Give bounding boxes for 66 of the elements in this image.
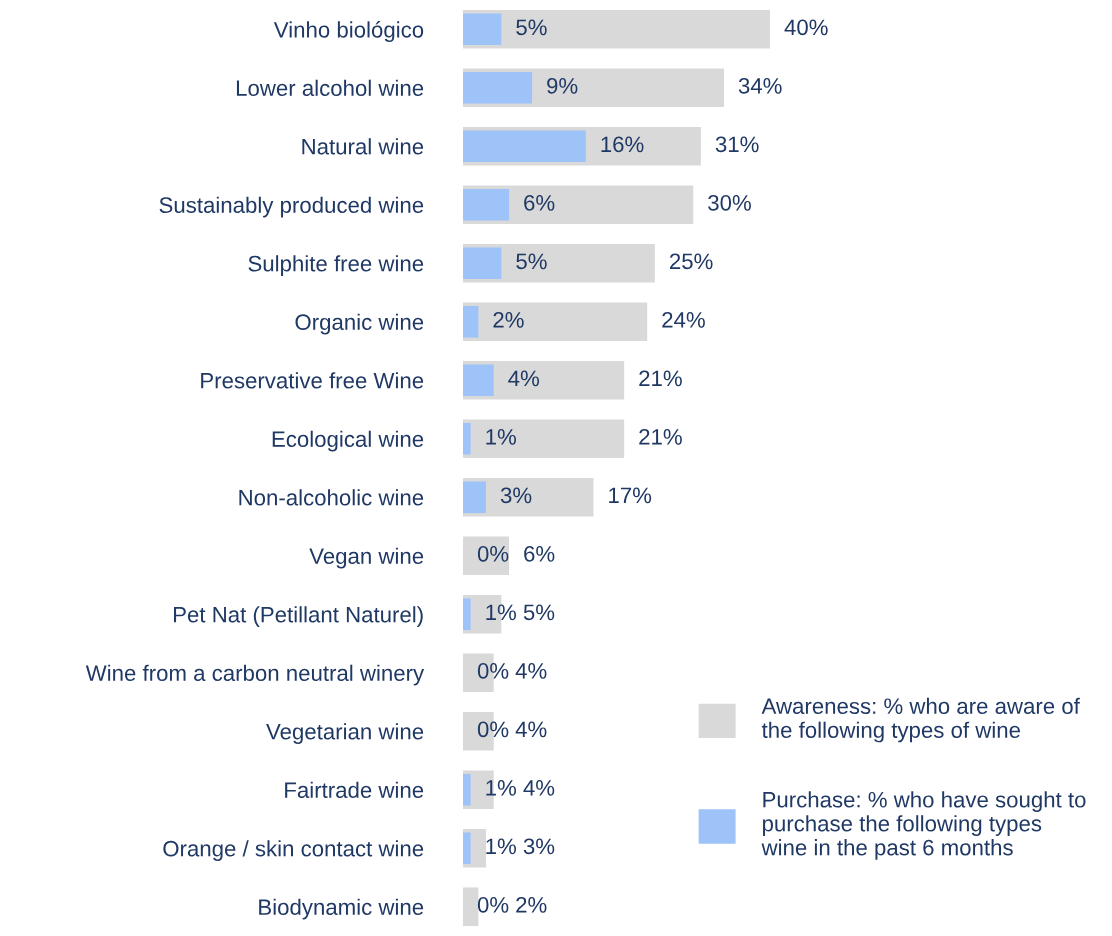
y-tick-label: Lower alcohol wine bbox=[236, 79, 424, 97]
data-label: 4% bbox=[523, 780, 555, 796]
data-label: 30% bbox=[708, 194, 751, 211]
data-label: 1% bbox=[486, 780, 516, 796]
bar bbox=[463, 302, 648, 342]
data-label: 40% bbox=[784, 19, 828, 36]
y-tick-label: Vegan wine bbox=[309, 547, 424, 569]
y-tick-label: Preservative free Wine bbox=[201, 372, 424, 389]
bar bbox=[463, 188, 510, 221]
data-label: 1% bbox=[486, 429, 516, 445]
y-tick-label: Fairtrade wine bbox=[285, 781, 424, 799]
data-label: 34% bbox=[738, 77, 782, 94]
data-label: 25% bbox=[669, 253, 713, 270]
data-label: 1% bbox=[486, 838, 516, 855]
bar bbox=[463, 419, 625, 459]
data-label: 0% bbox=[477, 662, 509, 679]
bar bbox=[463, 536, 510, 576]
y-tick-label: Non-alcoholic wine bbox=[239, 489, 424, 506]
bar bbox=[463, 773, 471, 806]
data-label: 3% bbox=[523, 838, 555, 855]
data-label: 6% bbox=[524, 545, 555, 562]
data-label: 21% bbox=[639, 428, 682, 445]
data-label: 24% bbox=[662, 311, 705, 328]
y-tick-label: Wine from a carbon neutral winery bbox=[85, 664, 425, 686]
data-label: 0% bbox=[477, 896, 509, 913]
bar bbox=[463, 832, 471, 865]
bar bbox=[463, 364, 494, 397]
legend-label: Purchase: % who have sought to purchase the following types wine in the past 6 months bbox=[761, 791, 1086, 860]
bar bbox=[463, 422, 471, 455]
data-label: 5% bbox=[523, 604, 555, 621]
data-label: 0% bbox=[477, 545, 509, 562]
y-tick-label: Ecological wine bbox=[272, 430, 424, 452]
y-tick-label: Biodynamic wine bbox=[259, 898, 424, 920]
bar bbox=[463, 598, 471, 631]
data-label: 2% bbox=[493, 311, 524, 328]
y-tick-label: Orange / skin contact wine bbox=[163, 840, 424, 861]
data-label: 0% bbox=[477, 721, 509, 738]
data-label: 6% bbox=[524, 194, 555, 211]
bar bbox=[463, 247, 502, 280]
bar bbox=[463, 887, 479, 927]
y-tick-label: Vinho biológico bbox=[273, 21, 424, 43]
data-label: 16% bbox=[601, 136, 644, 153]
y-tick-label: Sustainably produced wine bbox=[159, 196, 424, 218]
data-label: 17% bbox=[609, 487, 652, 504]
data-label: 9% bbox=[547, 77, 578, 94]
data-label: 4% bbox=[515, 721, 547, 738]
data-label: 3% bbox=[500, 487, 532, 504]
data-label: 5% bbox=[516, 253, 547, 270]
bar bbox=[463, 71, 533, 104]
data-label: 5% bbox=[516, 19, 547, 36]
data-label: 1% bbox=[486, 604, 516, 621]
bar bbox=[463, 481, 487, 514]
data-label: 4% bbox=[515, 663, 547, 679]
y-tick-label: Vegetarian wine bbox=[266, 723, 424, 744]
y-tick-label: Organic wine bbox=[295, 313, 424, 335]
y-tick-label: Natural wine bbox=[302, 138, 424, 155]
y-tick-label: Pet Nat (Petillant Naturel) bbox=[173, 606, 423, 627]
bar bbox=[463, 13, 502, 46]
y-tick-label: Sulphite free wine bbox=[248, 255, 424, 276]
bar bbox=[463, 305, 479, 338]
data-label: 2% bbox=[516, 896, 547, 913]
data-label: 4% bbox=[508, 370, 540, 387]
data-label: 31% bbox=[715, 136, 759, 153]
legend-label: Awareness: % who are aware of the following types of wine bbox=[761, 697, 1080, 743]
bar bbox=[463, 130, 586, 163]
data-label: 21% bbox=[639, 370, 682, 387]
